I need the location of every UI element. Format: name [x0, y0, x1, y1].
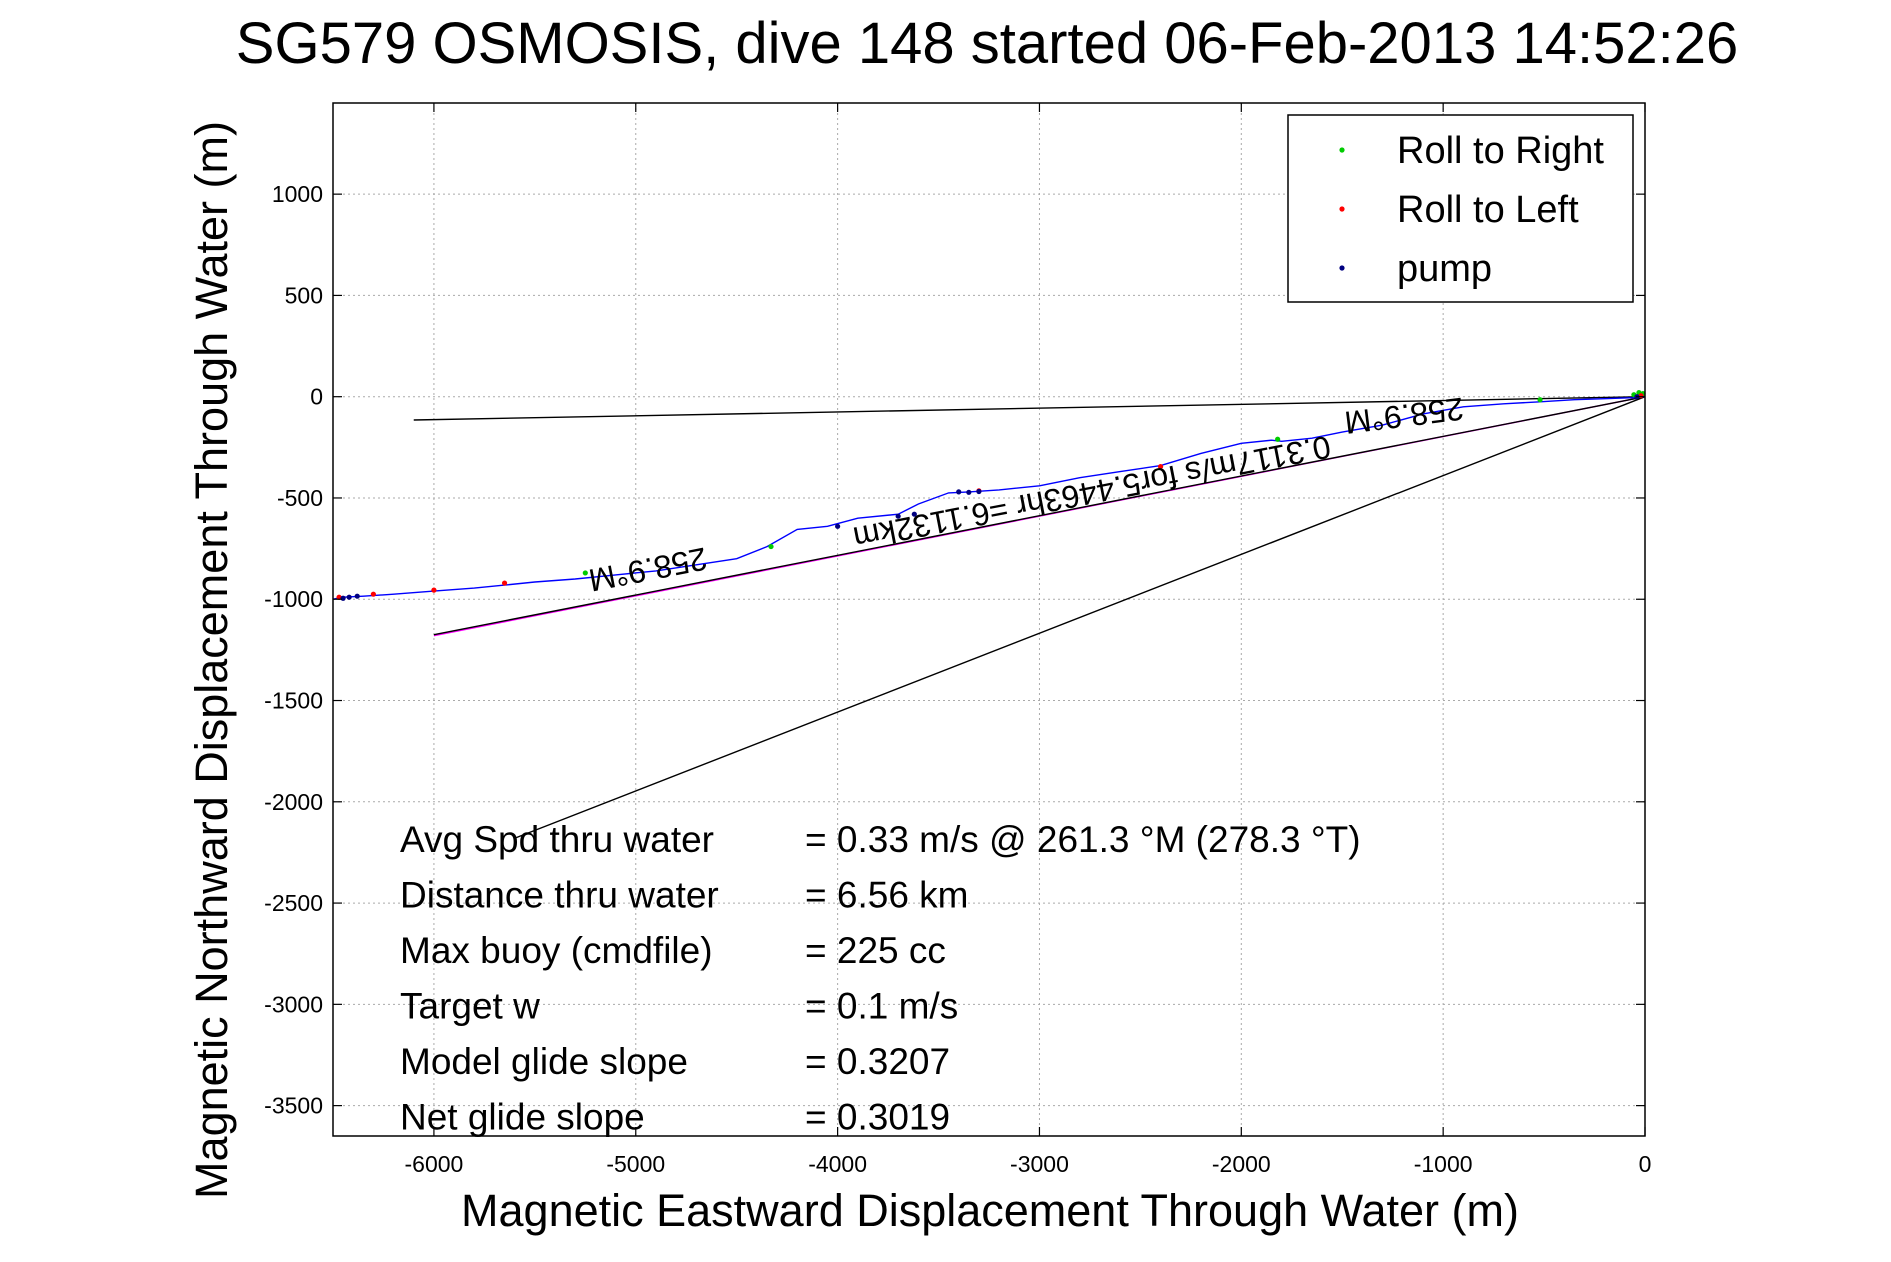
- pump-point: [911, 511, 917, 517]
- y-tick-label: -2500: [264, 890, 323, 916]
- legend: Roll to Right Roll to Left pump: [1287, 114, 1634, 303]
- y-tick-label: -500: [277, 485, 323, 511]
- stat-label: Model glide slope: [400, 1041, 688, 1082]
- stat-label: Target w: [400, 986, 540, 1027]
- y-tick-label: -1500: [264, 688, 323, 714]
- x-tick-label: -3000: [1010, 1151, 1069, 1177]
- stat-label: Max buoy (cmdfile): [400, 930, 713, 971]
- x-axis-ticks: -6000 -5000 -4000 -3000 -2000 -1000 0: [405, 103, 1652, 1177]
- data-series: [332, 390, 1646, 601]
- stat-value: = 0.3019: [805, 1097, 950, 1138]
- x-tick-label: -6000: [405, 1151, 464, 1177]
- legend-marker: [1339, 265, 1345, 271]
- pump-point: [354, 593, 360, 599]
- roll-to-right-point: [1275, 436, 1281, 442]
- stat-label: Distance thru water: [400, 875, 719, 916]
- roll-to-left-point: [336, 594, 342, 600]
- legend-label: Roll to Right: [1397, 130, 1604, 172]
- roll-to-right-point: [768, 543, 774, 550]
- x-tick-label: 0: [1639, 1151, 1652, 1177]
- stat-value: = 0.33 m/s @ 261.3 °M (278.3 °T): [805, 819, 1361, 860]
- pump-point: [895, 513, 901, 519]
- legend-box: [1287, 114, 1634, 303]
- stat-value: = 6.56 km: [805, 875, 969, 916]
- x-tick-label: -2000: [1212, 1151, 1271, 1177]
- stat-label: Net glide slope: [400, 1097, 645, 1138]
- y-tick-label: -1000: [264, 586, 323, 612]
- chart-title: SG579 OSMOSIS, dive 148 started 06-Feb-2…: [236, 11, 1738, 76]
- stat-value: = 0.1 m/s: [805, 986, 958, 1027]
- pump-point: [835, 523, 841, 529]
- y-tick-label: 500: [285, 282, 323, 308]
- stat-label: Avg Spd thru water: [400, 819, 714, 860]
- pump-point: [966, 489, 972, 495]
- y-axis-ticks: 1000 500 0 -500 -1000 -1500 -2000 -2500 -3000 -35…: [264, 181, 1645, 1119]
- x-tick-label: -5000: [606, 1151, 665, 1177]
- y-tick-label: -3000: [264, 991, 323, 1017]
- statistics-panel: Avg Spd thru water = 0.33 m/s @ 261.3 °M …: [400, 819, 1361, 1138]
- pump-point: [340, 595, 346, 601]
- x-tick-label: -4000: [808, 1151, 867, 1177]
- heading-upper-line: [413, 395, 1646, 421]
- roll-to-right-point: [582, 570, 588, 576]
- legend-marker: [1339, 206, 1345, 212]
- roll-to-left-point: [501, 580, 508, 586]
- stat-value: = 225 cc: [805, 930, 946, 971]
- roll-to-left-point: [1157, 463, 1164, 470]
- y-tick-label: 1000: [272, 181, 323, 207]
- pump-point: [956, 489, 962, 495]
- y-axis-label: Magnetic Northward Displacement Through …: [186, 121, 237, 1199]
- x-tick-label: -1000: [1414, 1151, 1473, 1177]
- pump-point: [346, 594, 352, 600]
- heading-lower-line: [514, 396, 1646, 839]
- y-tick-label: 0: [310, 384, 323, 410]
- current-overlay-line: [433, 396, 1646, 636]
- legend-label: pump: [1397, 248, 1492, 290]
- stat-value: = 0.3207: [805, 1041, 950, 1082]
- roll-to-right-point: [1537, 397, 1543, 403]
- x-axis-label: Magnetic Eastward Displacement Through W…: [461, 1185, 1519, 1236]
- pump-point: [976, 488, 982, 495]
- roll-to-left-point: [370, 591, 376, 597]
- plot-frame: [332, 102, 1646, 1137]
- legend-label: Roll to Left: [1397, 189, 1579, 231]
- roll-to-left-point: [431, 587, 437, 593]
- legend-marker: [1339, 147, 1345, 153]
- y-tick-label: -2000: [264, 789, 323, 815]
- reference-lines: [413, 395, 1646, 839]
- y-tick-label: -3500: [264, 1093, 323, 1119]
